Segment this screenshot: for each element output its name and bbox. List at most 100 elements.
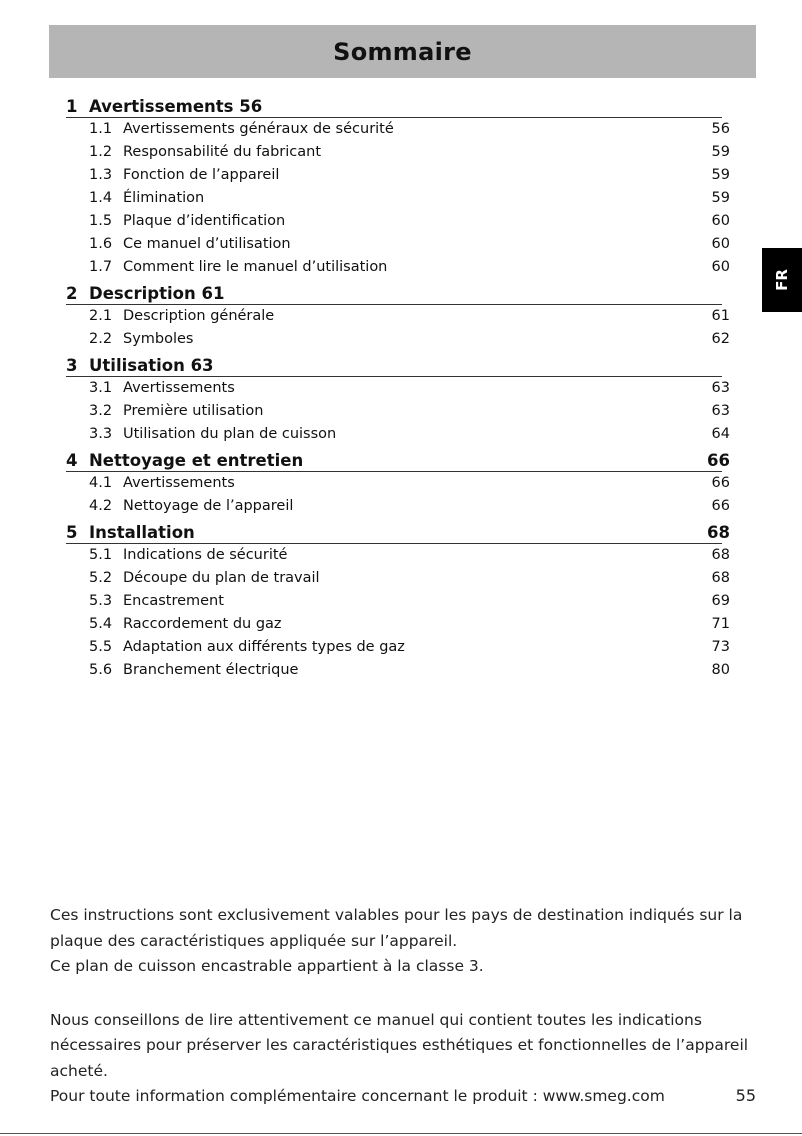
item-page: 59: [711, 167, 730, 183]
section-number: 3: [66, 356, 78, 375]
toc-item[interactable]: 5.2 Découpe du plan de travail 68: [66, 567, 730, 590]
toc-item[interactable]: 5.3 Encastrement 69: [66, 590, 730, 613]
section-number: 2: [66, 284, 78, 303]
item-number: 1.6: [89, 236, 113, 252]
page-number: 55: [735, 1086, 756, 1105]
item-page: 66: [711, 475, 730, 491]
item-title: Nettoyage de l’appareil: [123, 498, 294, 514]
toc-section-heading[interactable]: 5 Installation 68: [66, 518, 730, 544]
toc-section-heading[interactable]: 4 Nettoyage et entretien 66: [66, 446, 730, 472]
item-page: 60: [711, 259, 730, 275]
item-page: 71: [711, 616, 730, 632]
item-title: Première utilisation: [123, 403, 264, 419]
item-number: 5.1: [89, 547, 113, 563]
item-page: 66: [711, 498, 730, 514]
item-title: Adaptation aux différents types de gaz: [123, 639, 405, 655]
section-title: Avertissements 56: [89, 97, 263, 116]
footer-notes: Ces instructions sont exclusivement vala…: [50, 903, 760, 1110]
item-number: 5.6: [89, 662, 113, 678]
toc-item[interactable]: 3.1 Avertissements 63: [66, 377, 730, 400]
language-tab: FR: [762, 248, 802, 312]
item-page: 60: [711, 213, 730, 229]
item-page: 63: [711, 403, 730, 419]
toc-item[interactable]: 1.5 Plaque d’identification 60: [66, 210, 730, 233]
section-number: 5: [66, 523, 78, 542]
item-page: 69: [711, 593, 730, 609]
item-title: Description générale: [123, 308, 275, 324]
toc-item[interactable]: 1.3 Fonction de l’appareil 59: [66, 164, 730, 187]
item-title: Indications de sécurité: [123, 547, 288, 563]
item-page: 80: [711, 662, 730, 678]
toc-item[interactable]: 5.1 Indications de sécurité 68: [66, 544, 730, 567]
title-banner: Sommaire: [49, 25, 756, 78]
toc-item[interactable]: 1.1 Avertissements généraux de sécurité 56: [66, 118, 730, 141]
toc-item[interactable]: 3.2 Première utilisation 63: [66, 400, 730, 423]
item-title: Ce manuel d’utilisation: [123, 236, 291, 252]
note-validity: Ces instructions sont exclusivement vala…: [50, 906, 743, 950]
item-title: Avertissements généraux de sécurité: [123, 121, 394, 137]
item-number: 5.4: [89, 616, 113, 632]
section-title: Description 61: [89, 284, 225, 303]
item-number: 5.5: [89, 639, 113, 655]
toc-item[interactable]: 2.2 Symboles 62: [66, 328, 730, 351]
note-class: Ce plan de cuisson encastrable appartien…: [50, 957, 484, 975]
section-number: 4: [66, 451, 78, 470]
item-number: 1.5: [89, 213, 113, 229]
item-title: Élimination: [123, 190, 205, 206]
item-title: Encastrement: [123, 593, 224, 609]
item-page: 64: [711, 426, 730, 442]
item-number: 3.1: [89, 380, 113, 396]
item-number: 1.1: [89, 121, 113, 137]
item-number: 4.1: [89, 475, 113, 491]
bottom-rule: [0, 1133, 802, 1134]
section-title: Nettoyage et entretien: [89, 451, 304, 470]
item-number: 1.2: [89, 144, 113, 160]
toc-item[interactable]: 1.4 Élimination 59: [66, 187, 730, 210]
item-page: 59: [711, 190, 730, 206]
note-read-manual: Nous conseillons de lire attentivement c…: [50, 1010, 749, 1080]
item-number: 1.4: [89, 190, 113, 206]
note-website: Pour toute information complémentaire co…: [50, 1087, 665, 1105]
item-title: Raccordement du gaz: [123, 616, 282, 632]
item-number: 2.1: [89, 308, 113, 324]
item-page: 68: [711, 547, 730, 563]
toc-section-heading[interactable]: 3 Utilisation 63: [66, 351, 722, 377]
toc-item[interactable]: 4.1 Avertissements 66: [66, 472, 730, 495]
toc-item[interactable]: 1.2 Responsabilité du fabricant 59: [66, 141, 730, 164]
item-number: 5.2: [89, 570, 113, 586]
item-title: Responsabilité du fabricant: [123, 144, 322, 160]
item-page: 59: [711, 144, 730, 160]
toc-item[interactable]: 2.1 Description générale 61: [66, 305, 730, 328]
item-title: Fonction de l’appareil: [123, 167, 280, 183]
item-page: 56: [711, 121, 730, 137]
toc-item[interactable]: 5.5 Adaptation aux différents types de ga…: [66, 636, 730, 659]
section-page: 66: [707, 451, 730, 470]
toc-item[interactable]: 1.6 Ce manuel d’utilisation 60: [66, 233, 730, 256]
item-title: Avertissements: [123, 475, 235, 491]
item-page: 60: [711, 236, 730, 252]
page-title: Sommaire: [333, 37, 472, 66]
item-number: 5.3: [89, 593, 113, 609]
item-page: 61: [711, 308, 730, 324]
item-number: 3.2: [89, 403, 113, 419]
toc-item[interactable]: 4.2 Nettoyage de l’appareil 66: [66, 495, 730, 518]
item-page: 63: [711, 380, 730, 396]
toc-section-heading[interactable]: 2 Description 61: [66, 279, 722, 305]
item-title: Découpe du plan de travail: [123, 570, 320, 586]
item-number: 4.2: [89, 498, 113, 514]
section-title: Installation: [89, 523, 195, 542]
toc-item[interactable]: 1.7 Comment lire le manuel d’utilisation 6…: [66, 256, 730, 279]
item-number: 1.7: [89, 259, 113, 275]
toc-item[interactable]: 5.6 Branchement électrique 80: [66, 659, 730, 682]
table-of-contents: 1 Avertissements 56 1.1 Avertissements géné…: [66, 92, 730, 682]
item-number: 3.3: [89, 426, 113, 442]
item-title: Comment lire le manuel d’utilisation: [123, 259, 388, 275]
toc-item[interactable]: 5.4 Raccordement du gaz 71: [66, 613, 730, 636]
item-number: 1.3: [89, 167, 113, 183]
item-title: Symboles: [123, 331, 194, 347]
section-page: 68: [707, 523, 730, 542]
toc-item[interactable]: 3.3 Utilisation du plan de cuisson 64: [66, 423, 730, 446]
item-page: 62: [711, 331, 730, 347]
toc-section-heading[interactable]: 1 Avertissements 56: [66, 92, 722, 118]
